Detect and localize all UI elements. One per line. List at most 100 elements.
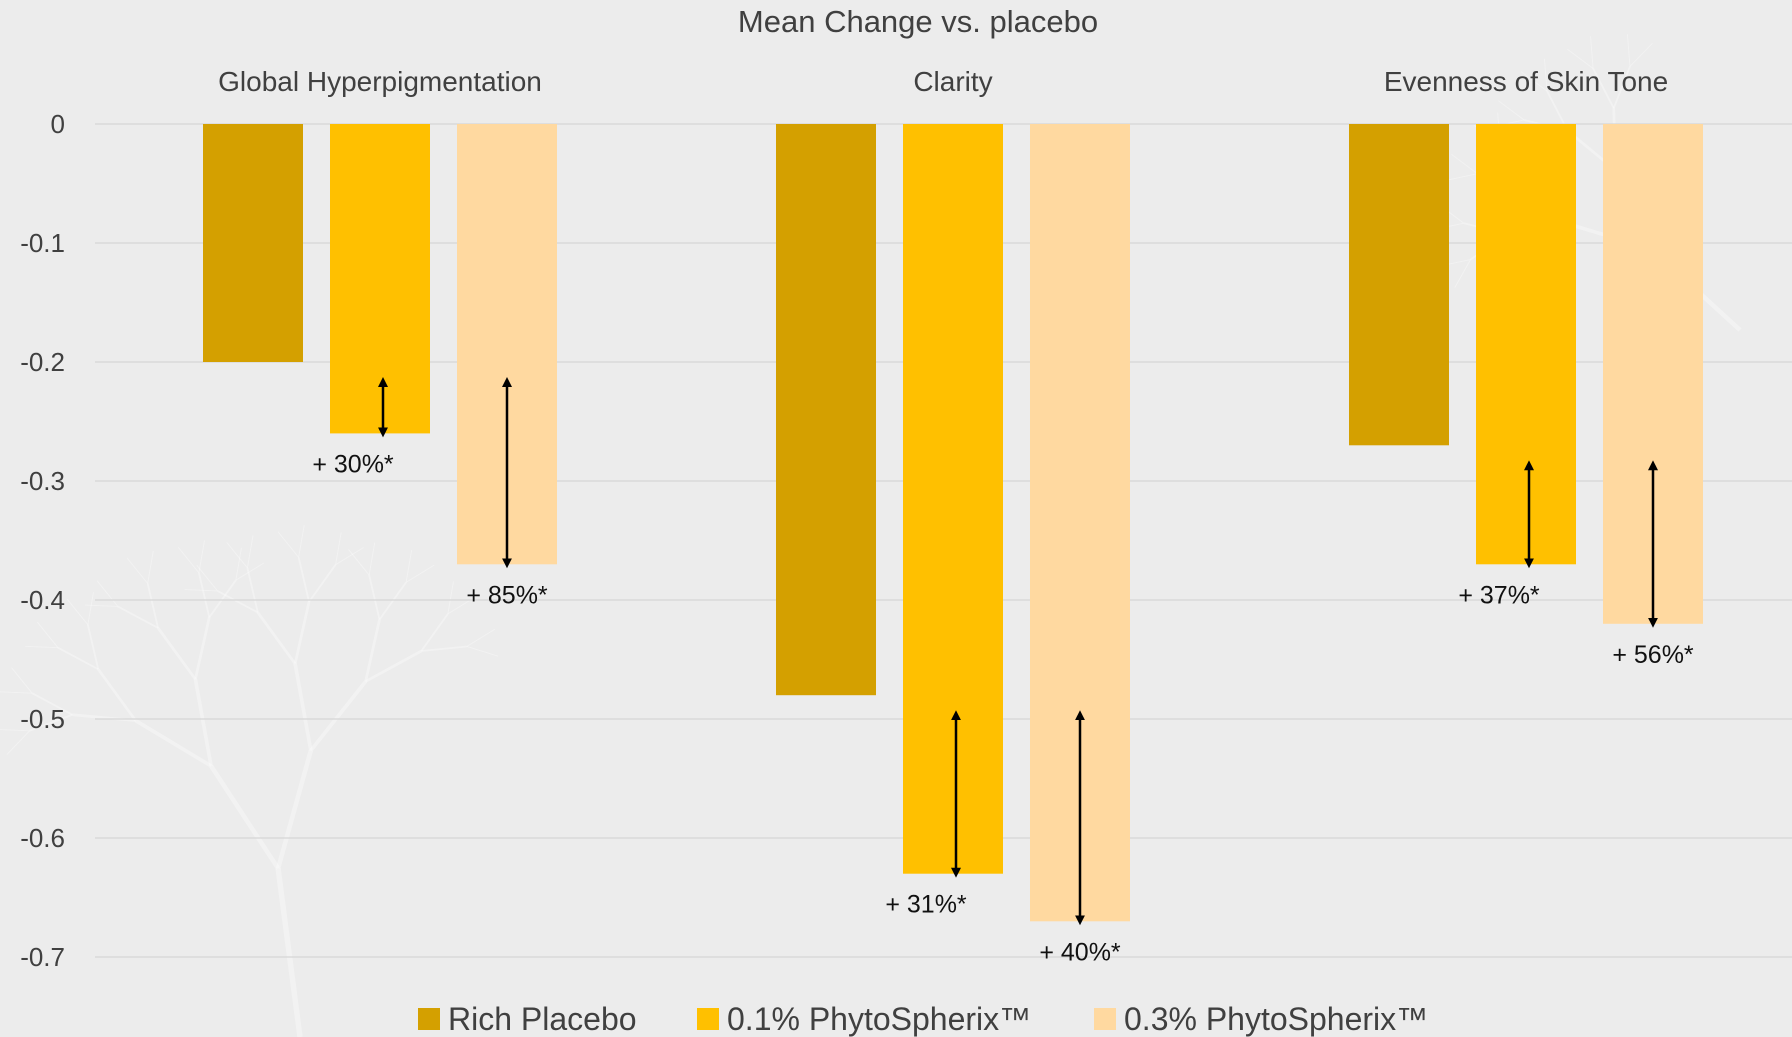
background-branch-stroke xyxy=(146,583,159,629)
y-tick-label: -0.2 xyxy=(20,347,65,377)
background-branch-stroke xyxy=(147,550,154,584)
y-tick-label: -0.3 xyxy=(20,466,65,496)
background-branch-stroke xyxy=(293,663,313,751)
bar-0-1-phytospherix-evenness-of-skin-tone xyxy=(1476,124,1576,565)
background-branch-stroke xyxy=(405,564,435,583)
background-branch-stroke xyxy=(57,646,99,671)
y-tick-label: -0.1 xyxy=(20,228,65,258)
data-label-evenness-of-skin-tone-0-3-phytospherix: + 56%* xyxy=(1612,641,1694,669)
background-branch-stroke xyxy=(177,546,200,574)
background-branch-stroke xyxy=(209,764,280,870)
background-branch-stroke xyxy=(1520,71,1548,92)
background-branch-stroke xyxy=(335,547,364,566)
legend-label-0-3-phytospherix: 0.3% PhytoSpherix™ xyxy=(1124,1001,1428,1037)
chart-title: Mean Change vs. placebo xyxy=(738,4,1098,39)
y-tick-label: -0.6 xyxy=(20,823,65,853)
background-branch-stroke xyxy=(1543,58,1548,91)
background-branch-stroke xyxy=(36,621,59,648)
background-branch-stroke xyxy=(0,729,30,732)
data-label-global-hyperpigmentation-0-3-phytospherix: + 85%* xyxy=(466,581,548,609)
category-label-clarity: Clarity xyxy=(913,66,992,97)
background-branch-stroke xyxy=(217,590,259,614)
data-labels: + 30%* + 85%* + 31%* + 40%* + 37%* + 56%* xyxy=(312,450,1694,966)
background-branch-stroke xyxy=(378,581,407,621)
background-branch-stroke xyxy=(420,613,449,652)
data-label-clarity-0-1-phytospherix: + 31%* xyxy=(885,891,967,919)
background-branch-stroke xyxy=(25,645,58,649)
background-branch-stroke xyxy=(6,730,30,755)
background-branch-stroke xyxy=(198,572,211,618)
background-branch-stroke xyxy=(11,667,33,694)
bar-rich-placebo-global-hyperpigmentation xyxy=(203,124,303,362)
category-label-global-hyperpigmentation: Global Hyperpigmentation xyxy=(218,66,542,97)
data-label-evenness-of-skin-tone-0-1-phytospherix: + 37%* xyxy=(1458,581,1540,609)
background-branch-stroke xyxy=(235,562,265,581)
background-branch-stroke xyxy=(97,668,137,722)
background-branch-stroke xyxy=(31,692,73,716)
background-branch-stroke xyxy=(298,524,305,558)
legend-swatch-rich-placebo xyxy=(418,1008,440,1030)
background-branch-stroke xyxy=(1590,36,1594,69)
background-branch-stroke xyxy=(275,868,303,1037)
background-branch-stroke xyxy=(156,627,197,681)
background-branch-stroke xyxy=(1445,173,1478,181)
background-branch-stroke xyxy=(86,624,100,670)
category-labels: Global Hyperpigmentation Clarity Evenness … xyxy=(218,66,1668,97)
background-branch-stroke xyxy=(364,619,381,682)
category-label-evenness-of-skin-tone: Evenness of Skin Tone xyxy=(1384,66,1668,97)
y-tick-label: 0 xyxy=(51,109,65,139)
background-branch-stroke xyxy=(348,549,370,576)
background-branch-stroke xyxy=(293,601,311,665)
background-branch-stroke xyxy=(235,547,242,581)
y-tick-label: -0.7 xyxy=(20,942,65,972)
bar-0-1-phytospherix-global-hyperpigmentation xyxy=(330,124,430,434)
background-branch-stroke xyxy=(66,598,89,626)
bar-0-1-phytospherix-clarity xyxy=(903,124,1003,874)
bars xyxy=(203,124,1703,922)
background-branch-stroke xyxy=(1612,66,1631,109)
background-branch-stroke xyxy=(0,691,33,694)
background-branch-stroke xyxy=(134,719,213,768)
background-branch-stroke xyxy=(421,645,467,652)
legend-label-0-1-phytospherix: 0.1% PhytoSpherix™ xyxy=(727,1001,1031,1037)
legend-label-rich-placebo: Rich Placebo xyxy=(448,1001,637,1037)
background-branch-stroke xyxy=(1566,48,1594,69)
background-branch-stroke xyxy=(466,628,496,647)
background-branch-stroke xyxy=(368,542,376,576)
background-branch-stroke xyxy=(297,557,310,603)
background-branch-stroke xyxy=(1592,68,1615,109)
bar-rich-placebo-clarity xyxy=(776,124,876,696)
y-tick-label: -0.5 xyxy=(20,704,65,734)
background-branch-stroke xyxy=(117,605,159,629)
background-branch-stroke xyxy=(84,604,118,607)
background-branch-stroke xyxy=(1629,43,1653,67)
background-branch-stroke xyxy=(364,649,422,683)
background-branch-stroke xyxy=(246,567,259,613)
y-axis-tick-labels: 0 -0.1 -0.2 -0.3 -0.4 -0.5 -0.6 -0.7 xyxy=(20,109,65,972)
data-label-global-hyperpigmentation-0-1-phytospherix: + 30%* xyxy=(312,450,394,478)
background-branch-stroke xyxy=(335,532,342,565)
background-branch-stroke xyxy=(405,549,413,583)
background-branch-stroke xyxy=(309,680,368,752)
background-branch-stroke xyxy=(308,564,337,603)
background-branch-stroke xyxy=(198,540,205,573)
data-label-clarity-0-3-phytospherix: + 40%* xyxy=(1039,938,1121,966)
background-branch-stroke xyxy=(1454,259,1471,288)
background-branch-stroke xyxy=(275,749,314,870)
background-branch-stroke xyxy=(256,611,297,665)
background-branch-stroke xyxy=(1451,154,1478,175)
bar-rich-placebo-evenness-of-skin-tone xyxy=(1349,124,1449,446)
background-branch-stroke xyxy=(1626,34,1631,67)
background-branch-stroke xyxy=(1498,100,1525,121)
background-branch-stroke xyxy=(226,542,248,569)
background-branch-stroke xyxy=(126,557,149,584)
background-branch-stroke xyxy=(277,531,299,558)
background-branch-stroke xyxy=(368,574,381,620)
background-branch-stroke xyxy=(184,589,218,592)
background-branch-stroke xyxy=(87,592,94,625)
background-branch-stroke xyxy=(246,535,254,569)
background-branch-stroke xyxy=(194,617,211,680)
background-branch-stroke xyxy=(466,646,499,657)
